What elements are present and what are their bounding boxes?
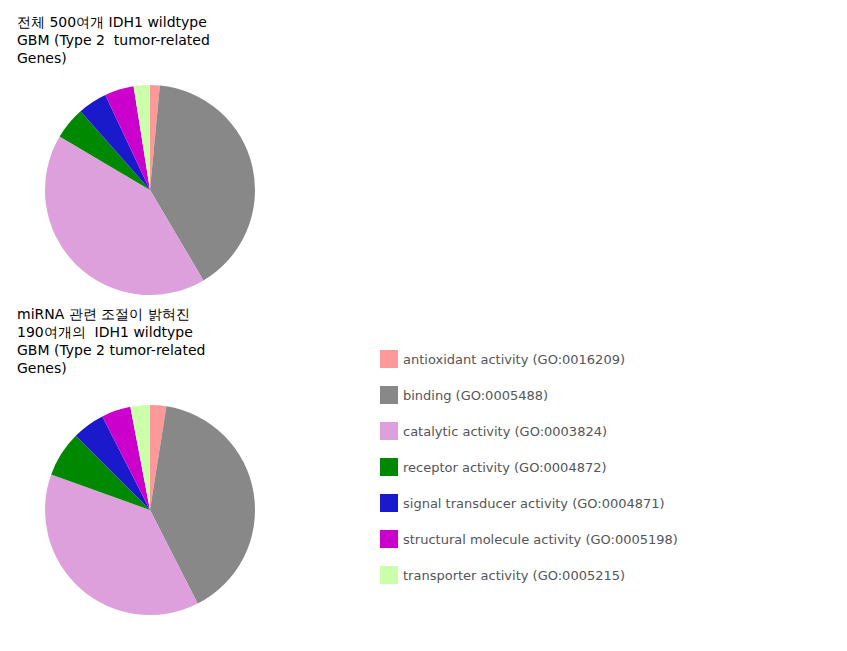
svg-text:miRNA 관련 조절이 밝혀진: miRNA 관련 조절이 밝혀진 [17, 306, 190, 322]
svg-text:Genes): Genes) [17, 360, 67, 376]
svg-text:transporter activity (GO:00052: transporter activity (GO:0005215) [403, 568, 625, 583]
svg-text:antioxidant activity (GO:00162: antioxidant activity (GO:0016209) [403, 352, 625, 367]
svg-text:signal transducer activity (GO: signal transducer activity (GO:0004871) [403, 496, 665, 511]
svg-text:catalytic activity (GO:0003824: catalytic activity (GO:0003824) [403, 424, 607, 439]
svg-text:Genes): Genes) [17, 50, 67, 66]
svg-text:GBM (Type 2 tumor-related: GBM (Type 2 tumor-related [17, 32, 210, 48]
svg-text:190여개의 IDH1 wildtype: 190여개의 IDH1 wildtype [17, 324, 193, 340]
svg-text:receptor activity (GO:0004872): receptor activity (GO:0004872) [403, 460, 607, 475]
svg-text:structural molecule activity (: structural molecule activity (GO:0005198… [403, 532, 678, 547]
svg-text:GBM (Type 2 tumor-related: GBM (Type 2 tumor-related [17, 342, 205, 358]
svg-text:전체 500여개 IDH1 wildtype: 전체 500여개 IDH1 wildtype [17, 14, 207, 30]
svg-text:binding (GO:0005488): binding (GO:0005488) [403, 388, 548, 403]
